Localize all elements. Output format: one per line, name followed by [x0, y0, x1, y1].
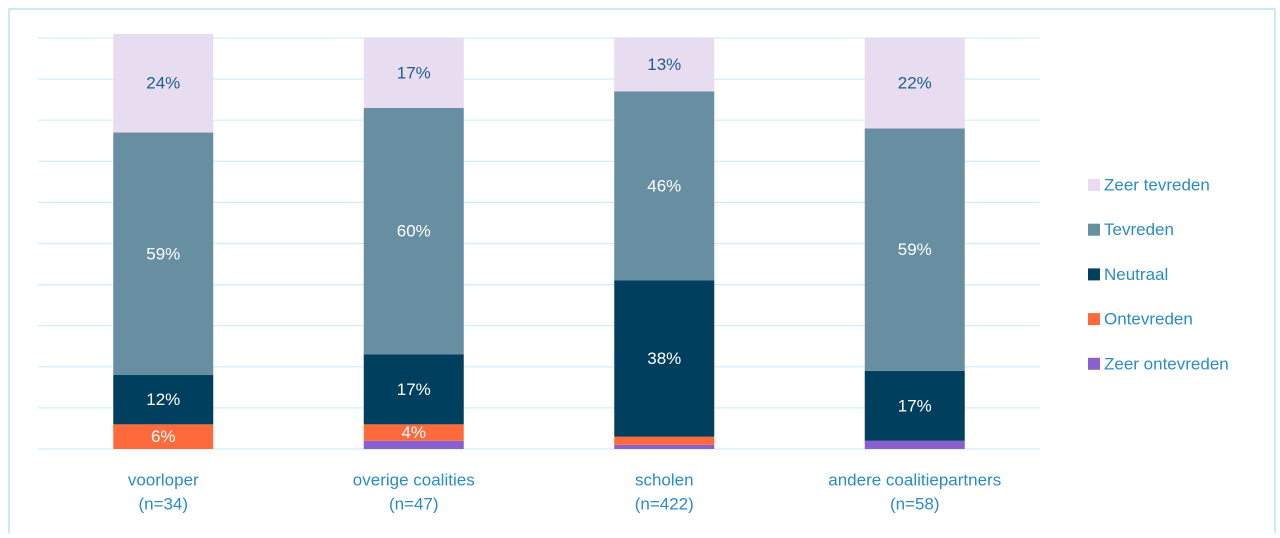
data-label: 60% — [397, 222, 431, 241]
data-label: 13% — [647, 55, 681, 74]
legend-swatch — [1088, 313, 1100, 326]
data-label: 17% — [898, 396, 932, 415]
x-tick-label: andere coalitiepartners — [828, 470, 1001, 489]
bar-segment — [363, 38, 464, 108]
bar-segment — [864, 440, 965, 449]
x-tick-label: (n=34) — [138, 494, 188, 513]
bar-segment — [614, 91, 715, 281]
bar-segment — [864, 128, 965, 371]
data-label: 22% — [898, 74, 932, 93]
bar-segment — [113, 424, 214, 449]
chart-frame — [8, 8, 1276, 533]
data-label: 38% — [647, 349, 681, 368]
data-label: 59% — [898, 240, 932, 259]
bar-segment — [363, 354, 464, 425]
legend-swatch — [1088, 268, 1100, 281]
legend-label: Ontevreden — [1104, 310, 1193, 329]
bar-segment — [363, 440, 464, 449]
x-tick-label: scholen — [635, 470, 694, 489]
bar-segment — [614, 280, 715, 437]
bar-segment — [864, 38, 965, 129]
bar-segment — [363, 107, 464, 355]
x-tick-label: voorloper — [128, 470, 199, 489]
bar-segment — [113, 375, 214, 425]
bar-segment — [614, 436, 715, 445]
legend-label: Neutraal — [1104, 265, 1168, 284]
bar-segment — [864, 370, 965, 441]
data-label: 59% — [146, 244, 180, 263]
x-tick-label: (n=422) — [635, 494, 694, 513]
legend-label: Tevreden — [1104, 220, 1174, 239]
data-label: 17% — [397, 63, 431, 82]
bar-segment — [614, 444, 715, 449]
x-tick-label: (n=47) — [389, 494, 439, 513]
data-label: 24% — [146, 74, 180, 93]
data-label: 6% — [151, 427, 176, 446]
bar-segment — [113, 33, 214, 133]
x-tick-label: overige coalities — [353, 470, 475, 489]
legend-label: Zeer ontevreden — [1104, 354, 1229, 373]
data-label: 46% — [647, 176, 681, 195]
bar-segment — [113, 132, 214, 376]
legend-swatch — [1088, 179, 1100, 191]
legend-swatch — [1088, 223, 1100, 236]
data-label: 4% — [401, 423, 426, 442]
data-label: 17% — [397, 380, 431, 399]
x-tick-label: (n=58) — [890, 494, 940, 513]
bar-segment — [363, 424, 464, 441]
bar-segment — [614, 38, 715, 92]
data-label: 12% — [146, 390, 180, 409]
legend-swatch — [1088, 357, 1100, 370]
legend-label: Zeer tevreden — [1104, 175, 1210, 194]
